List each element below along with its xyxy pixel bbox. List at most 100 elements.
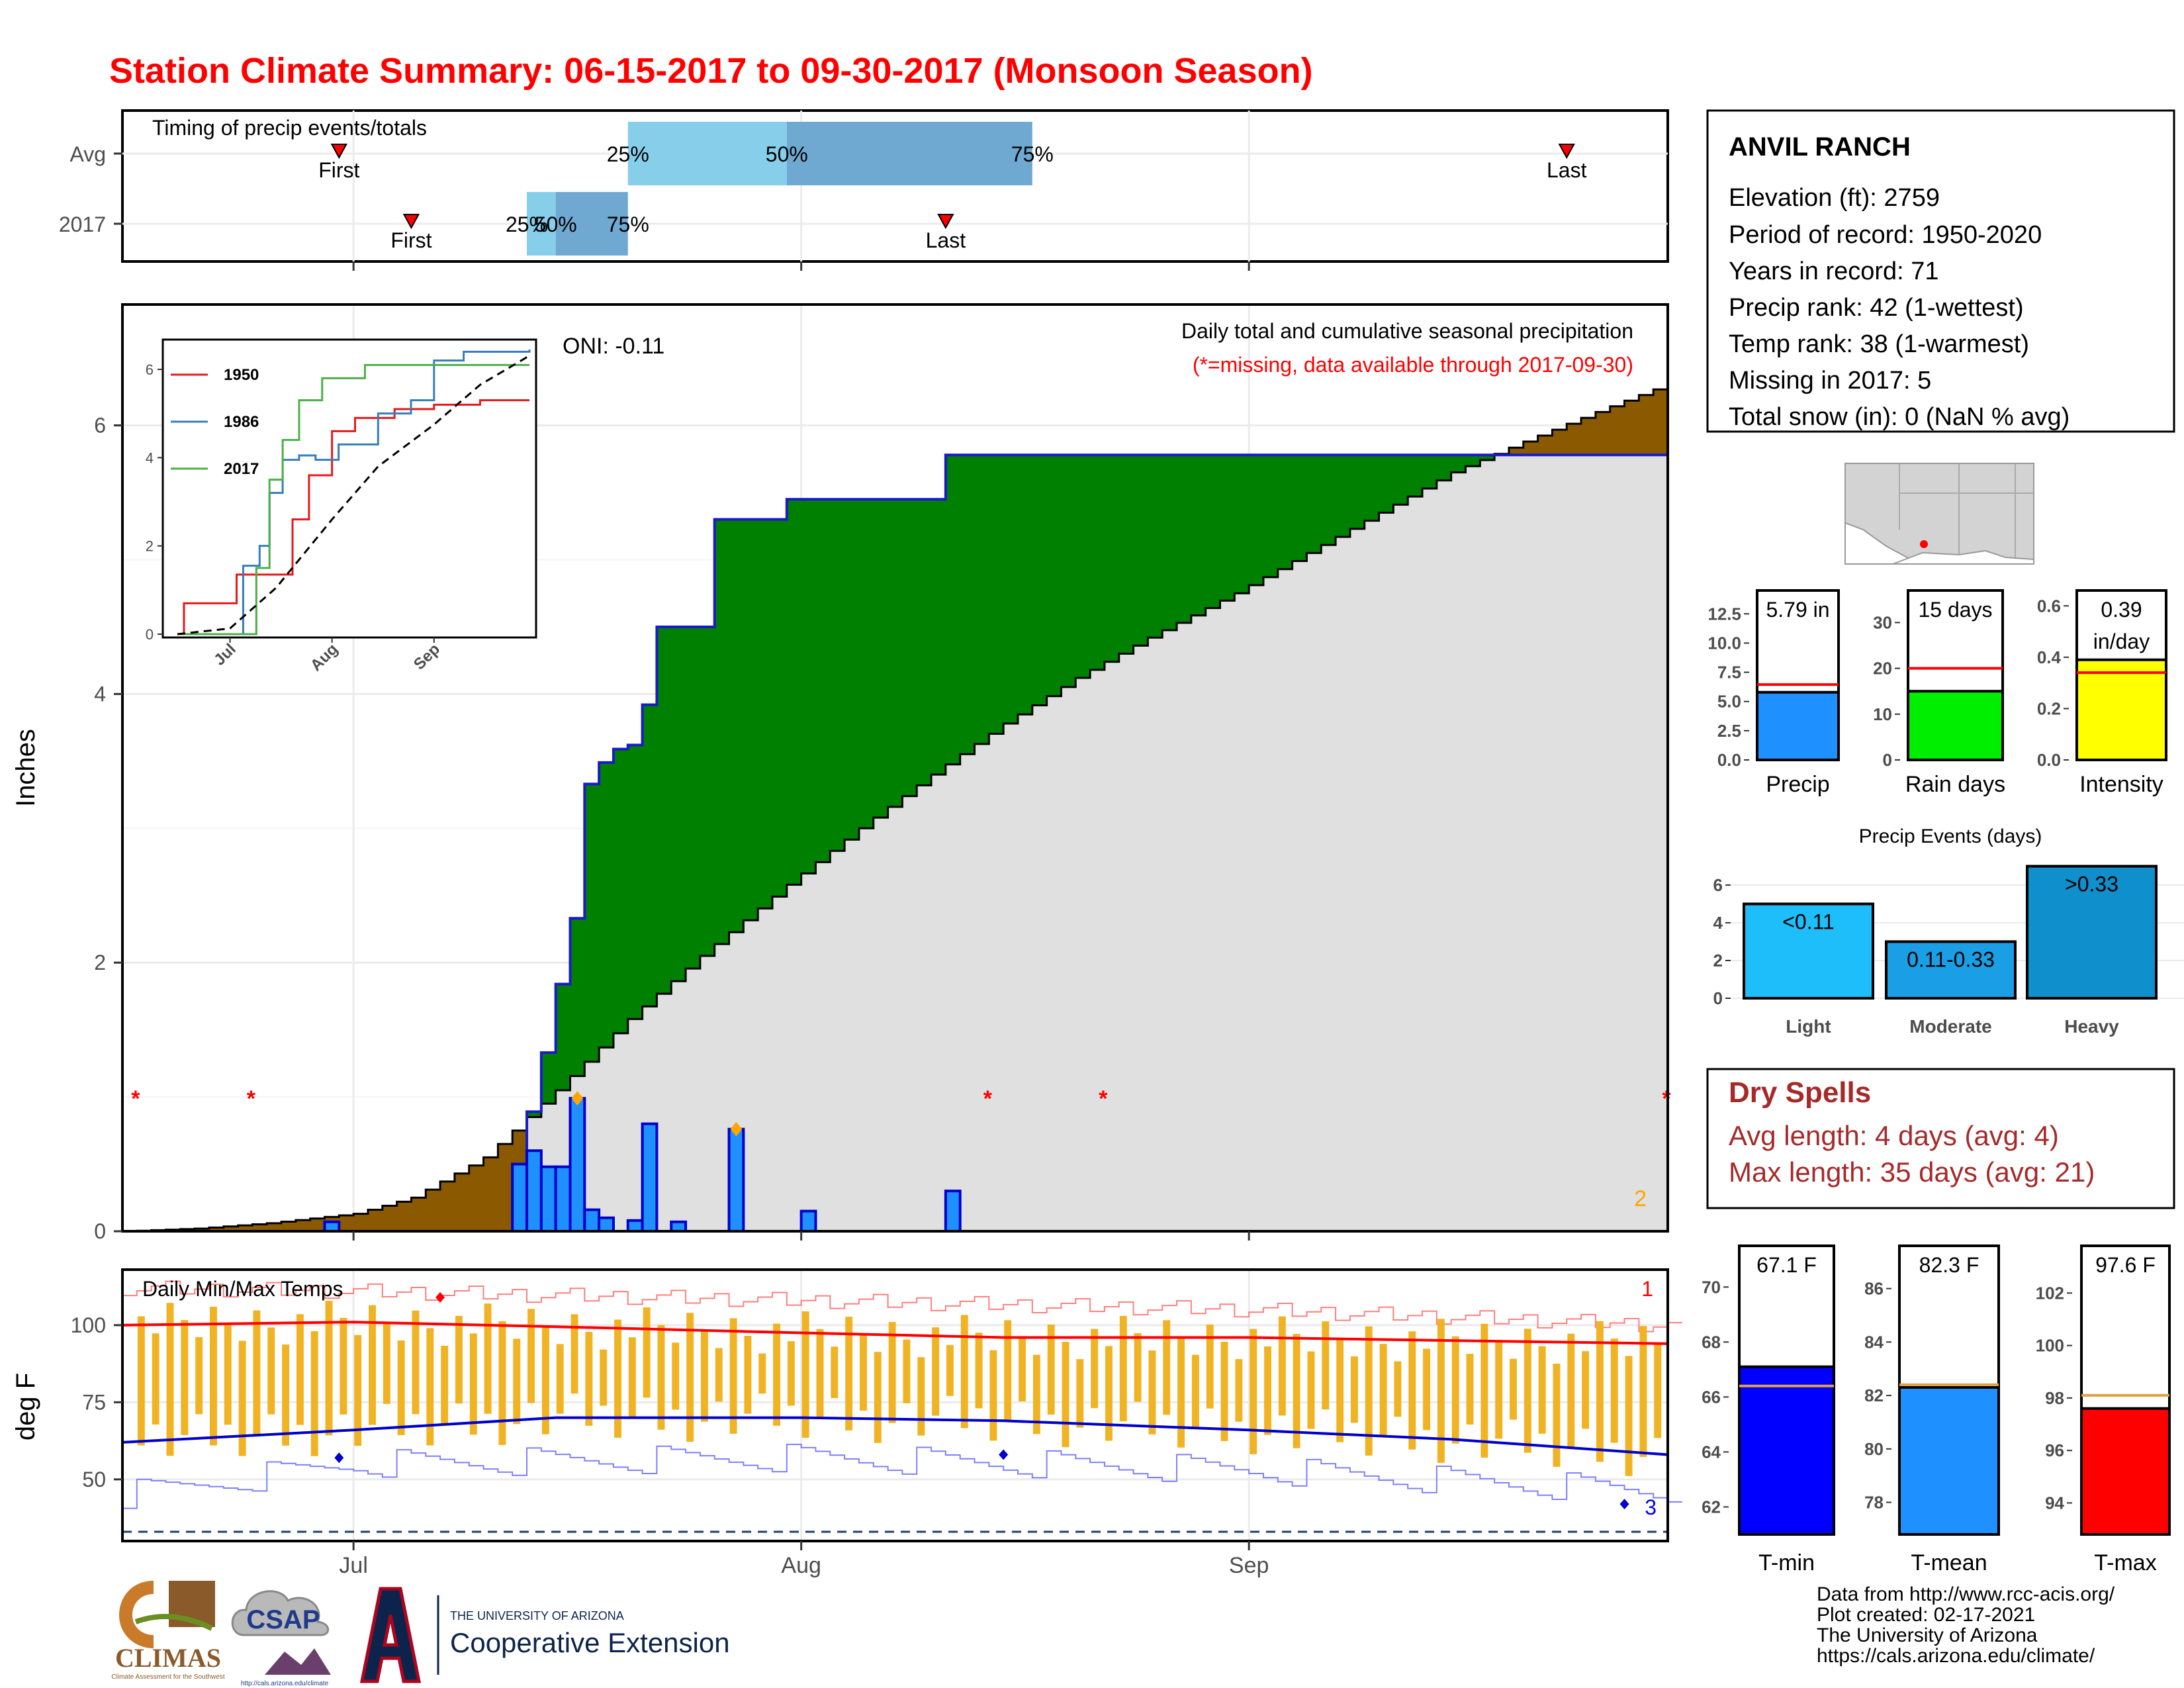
station-temp-rank: Temp rank: 38 (1-warmest) (1729, 330, 2029, 358)
precip-total-category-label: Precip (1766, 772, 1829, 797)
timing-label-first: First (318, 158, 359, 182)
date-x-tick-label: Sep (1229, 1553, 1269, 1578)
t-max-category-label: T-max (2094, 1550, 2156, 1575)
climas-tagline: Climate Assessment for the Southwest (111, 1673, 224, 1681)
timing-bar-q25-q50 (627, 122, 787, 185)
precip-daily-bar (583, 1208, 601, 1233)
precip-y-label: Inches (11, 729, 40, 807)
precip-daily-bar (323, 1220, 341, 1233)
t-min-y-tick-label: 64 (1702, 1442, 1721, 1462)
date-x-tick-label: Jul (339, 1553, 367, 1578)
precip-y-tick-label: 4 (94, 682, 106, 706)
dry-spells-box: Dry Spells Avg length: 4 days (avg: 4) M… (1706, 1068, 2175, 1209)
station-elevation: Elevation (ft): 2759 (1729, 184, 1940, 212)
page-title: Station Climate Summary: 06-15-2017 to 0… (109, 51, 1313, 91)
precip-daily-bar (598, 1216, 615, 1233)
t-mean-y-tick-label: 80 (1864, 1439, 1884, 1459)
timing-marker-first (402, 214, 420, 230)
csap-cloud-icon (231, 1590, 330, 1636)
inset-legend-label: 1986 (224, 413, 259, 431)
rain-days-y-tick-label: 30 (1873, 612, 1892, 632)
footer-university: The University of Arizona (1817, 1624, 2038, 1646)
t-min-y-tick-label: 68 (1702, 1332, 1721, 1352)
dry-spells-frame (1706, 1068, 2175, 1209)
date-x-axis: Jul Aug Sep (339, 261, 1269, 1578)
events-y-tick-label: 4 (1713, 913, 1723, 933)
t-mean-y-tick-label: 82 (1864, 1385, 1884, 1405)
missing-day-marker: * (983, 1086, 993, 1111)
precip-daily-bar (569, 1097, 586, 1233)
precip-total-y-tick-label: 10.0 (1707, 633, 1741, 653)
station-box: ANVIL RANCH Elevation (ft): 2759 Period … (1706, 109, 2175, 433)
missing-day-marker: * (131, 1086, 140, 1111)
events-bar-light (1743, 902, 1874, 1000)
oni-label: ONI: -0.11 (563, 334, 664, 359)
temp-y-tick-label: 75 (82, 1390, 106, 1414)
inset-y-tick-label: 2 (146, 538, 154, 555)
t-min-y-tick-label: 62 (1702, 1497, 1721, 1517)
events-y-tick-label: 0 (1713, 988, 1723, 1008)
events-y-tick-label: 2 (1713, 951, 1723, 970)
events-bar-heavy (2026, 865, 2158, 1000)
temp-record-marker (999, 1449, 1009, 1460)
station-years: Years in record: 71 (1729, 258, 1939, 285)
precip-daily-bar (641, 1122, 659, 1233)
precip-annotation: Daily total and cumulative seasonal prec… (1181, 319, 1633, 343)
intensity-bar (2075, 658, 2167, 762)
timing-title: Timing of precip events/totals (152, 116, 427, 140)
precip-y-tick-label: 6 (94, 414, 106, 438)
t-mean-bar (1898, 1385, 2000, 1536)
rain-days-bar (1907, 690, 2004, 761)
t-max-y-tick-label: 100 (2036, 1336, 2064, 1356)
record-min-line (122, 1444, 1682, 1509)
precip-total-value-label: 5.79 in (1766, 598, 1829, 622)
events-bar-moderate (1885, 940, 2017, 1000)
t-max-bar (2080, 1407, 2171, 1536)
date-x-tick-label: Aug (781, 1553, 821, 1578)
precip-areas (122, 388, 1669, 1233)
precip-daily-bar (626, 1219, 644, 1233)
dry-spells-avg: Avg length: 4 days (avg: 4) (1729, 1120, 2059, 1151)
station-frame (1706, 109, 2175, 433)
timing-label-first: First (390, 228, 432, 252)
temp-title: Daily Min/Max Temps (142, 1277, 343, 1301)
inset-y-tick-label: 6 (146, 361, 154, 378)
timing-label-last: Last (1547, 158, 1587, 182)
inset-line-1950 (177, 399, 529, 635)
inset-y-tick-label: 0 (146, 626, 154, 643)
temp-record-marker (1619, 1499, 1629, 1510)
t-min-y-tick-label: 66 (1702, 1387, 1721, 1407)
precip-events-title: Precip Events (days) (1859, 825, 2042, 847)
inset-legend-label: 1950 (224, 366, 259, 384)
events-y-tick-label: 6 (1713, 875, 1723, 895)
temp-y-label: deg F (11, 1373, 40, 1440)
temp-y-tick-label: 50 (82, 1468, 106, 1491)
precip-total-y-tick-label: 0.0 (1717, 750, 1741, 770)
temp-record-marker (334, 1452, 344, 1464)
timing-marker-last (1558, 144, 1575, 160)
station-precip-rank: Precip rank: 42 (1-wettest) (1729, 294, 2024, 322)
precip-record-marker (571, 1091, 584, 1106)
temp-record-marker (435, 1291, 445, 1303)
station-period: Period of record: 1950-2020 (1729, 221, 2042, 249)
timing-row-label-2017: 2017 (59, 212, 106, 236)
intensity-value-label: in/day (2093, 630, 2150, 653)
timing-bar-q50-q75 (555, 192, 628, 256)
precip-daily-bar (670, 1220, 688, 1233)
climas-sun-icon (119, 1581, 154, 1648)
rain-days-y-tick-label: 10 (1873, 704, 1892, 724)
events-category-label: Moderate (1909, 1016, 1991, 1037)
precip-total-y-tick-label: 5.0 (1717, 692, 1741, 712)
csap-logo: CSAP http://cals.arizona.edu/climate (231, 1590, 331, 1687)
temp-y-axis: 50 75 100 (71, 1313, 122, 1491)
inset-legend-label: 2017 (224, 460, 259, 478)
intensity-value-label: 0.39 (2101, 598, 2142, 622)
rain-days-y-tick-label: 20 (1873, 659, 1892, 679)
timing-marker-first (330, 144, 348, 160)
temp-frame (121, 1268, 1669, 1542)
avg-max-line (122, 1321, 1668, 1345)
timing-row-label-avg: Avg (69, 142, 106, 166)
